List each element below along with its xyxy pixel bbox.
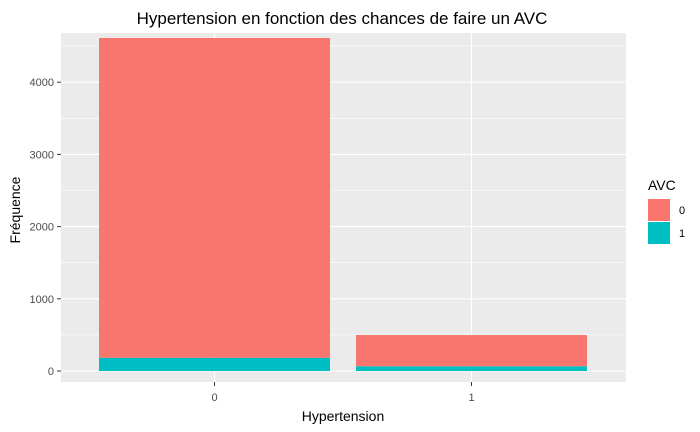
legend: AVC 01 <box>648 177 685 244</box>
x-axis-label: Hypertension <box>302 408 385 424</box>
bar-0-avc-0 <box>99 38 330 358</box>
bar-0-avc-1 <box>99 357 330 371</box>
bar-1-avc-0 <box>356 335 587 367</box>
y-axis-label: Fréquence <box>7 176 23 243</box>
y-tick-label: 1000 <box>30 294 54 306</box>
x-tick-label: 1 <box>468 392 474 404</box>
y-tick-label: 3000 <box>30 149 54 161</box>
bar-1-avc-1 <box>356 366 587 371</box>
y-axis: 0 1000 2000 3000 4000 <box>30 77 61 378</box>
y-tick-label: 0 <box>48 366 54 378</box>
legend-key-1 <box>648 222 670 244</box>
y-tick-label: 2000 <box>30 222 54 234</box>
legend-label-0: 0 <box>679 205 685 217</box>
x-tick-label: 0 <box>211 392 217 404</box>
y-tick-label: 4000 <box>30 77 54 89</box>
bars <box>99 38 587 371</box>
legend-key-0 <box>648 199 670 221</box>
legend-title: AVC <box>648 177 676 193</box>
chart-title: Hypertension en fonction des chances de … <box>137 9 548 28</box>
legend-items: 01 <box>648 199 685 244</box>
legend-label-1: 1 <box>679 228 685 240</box>
